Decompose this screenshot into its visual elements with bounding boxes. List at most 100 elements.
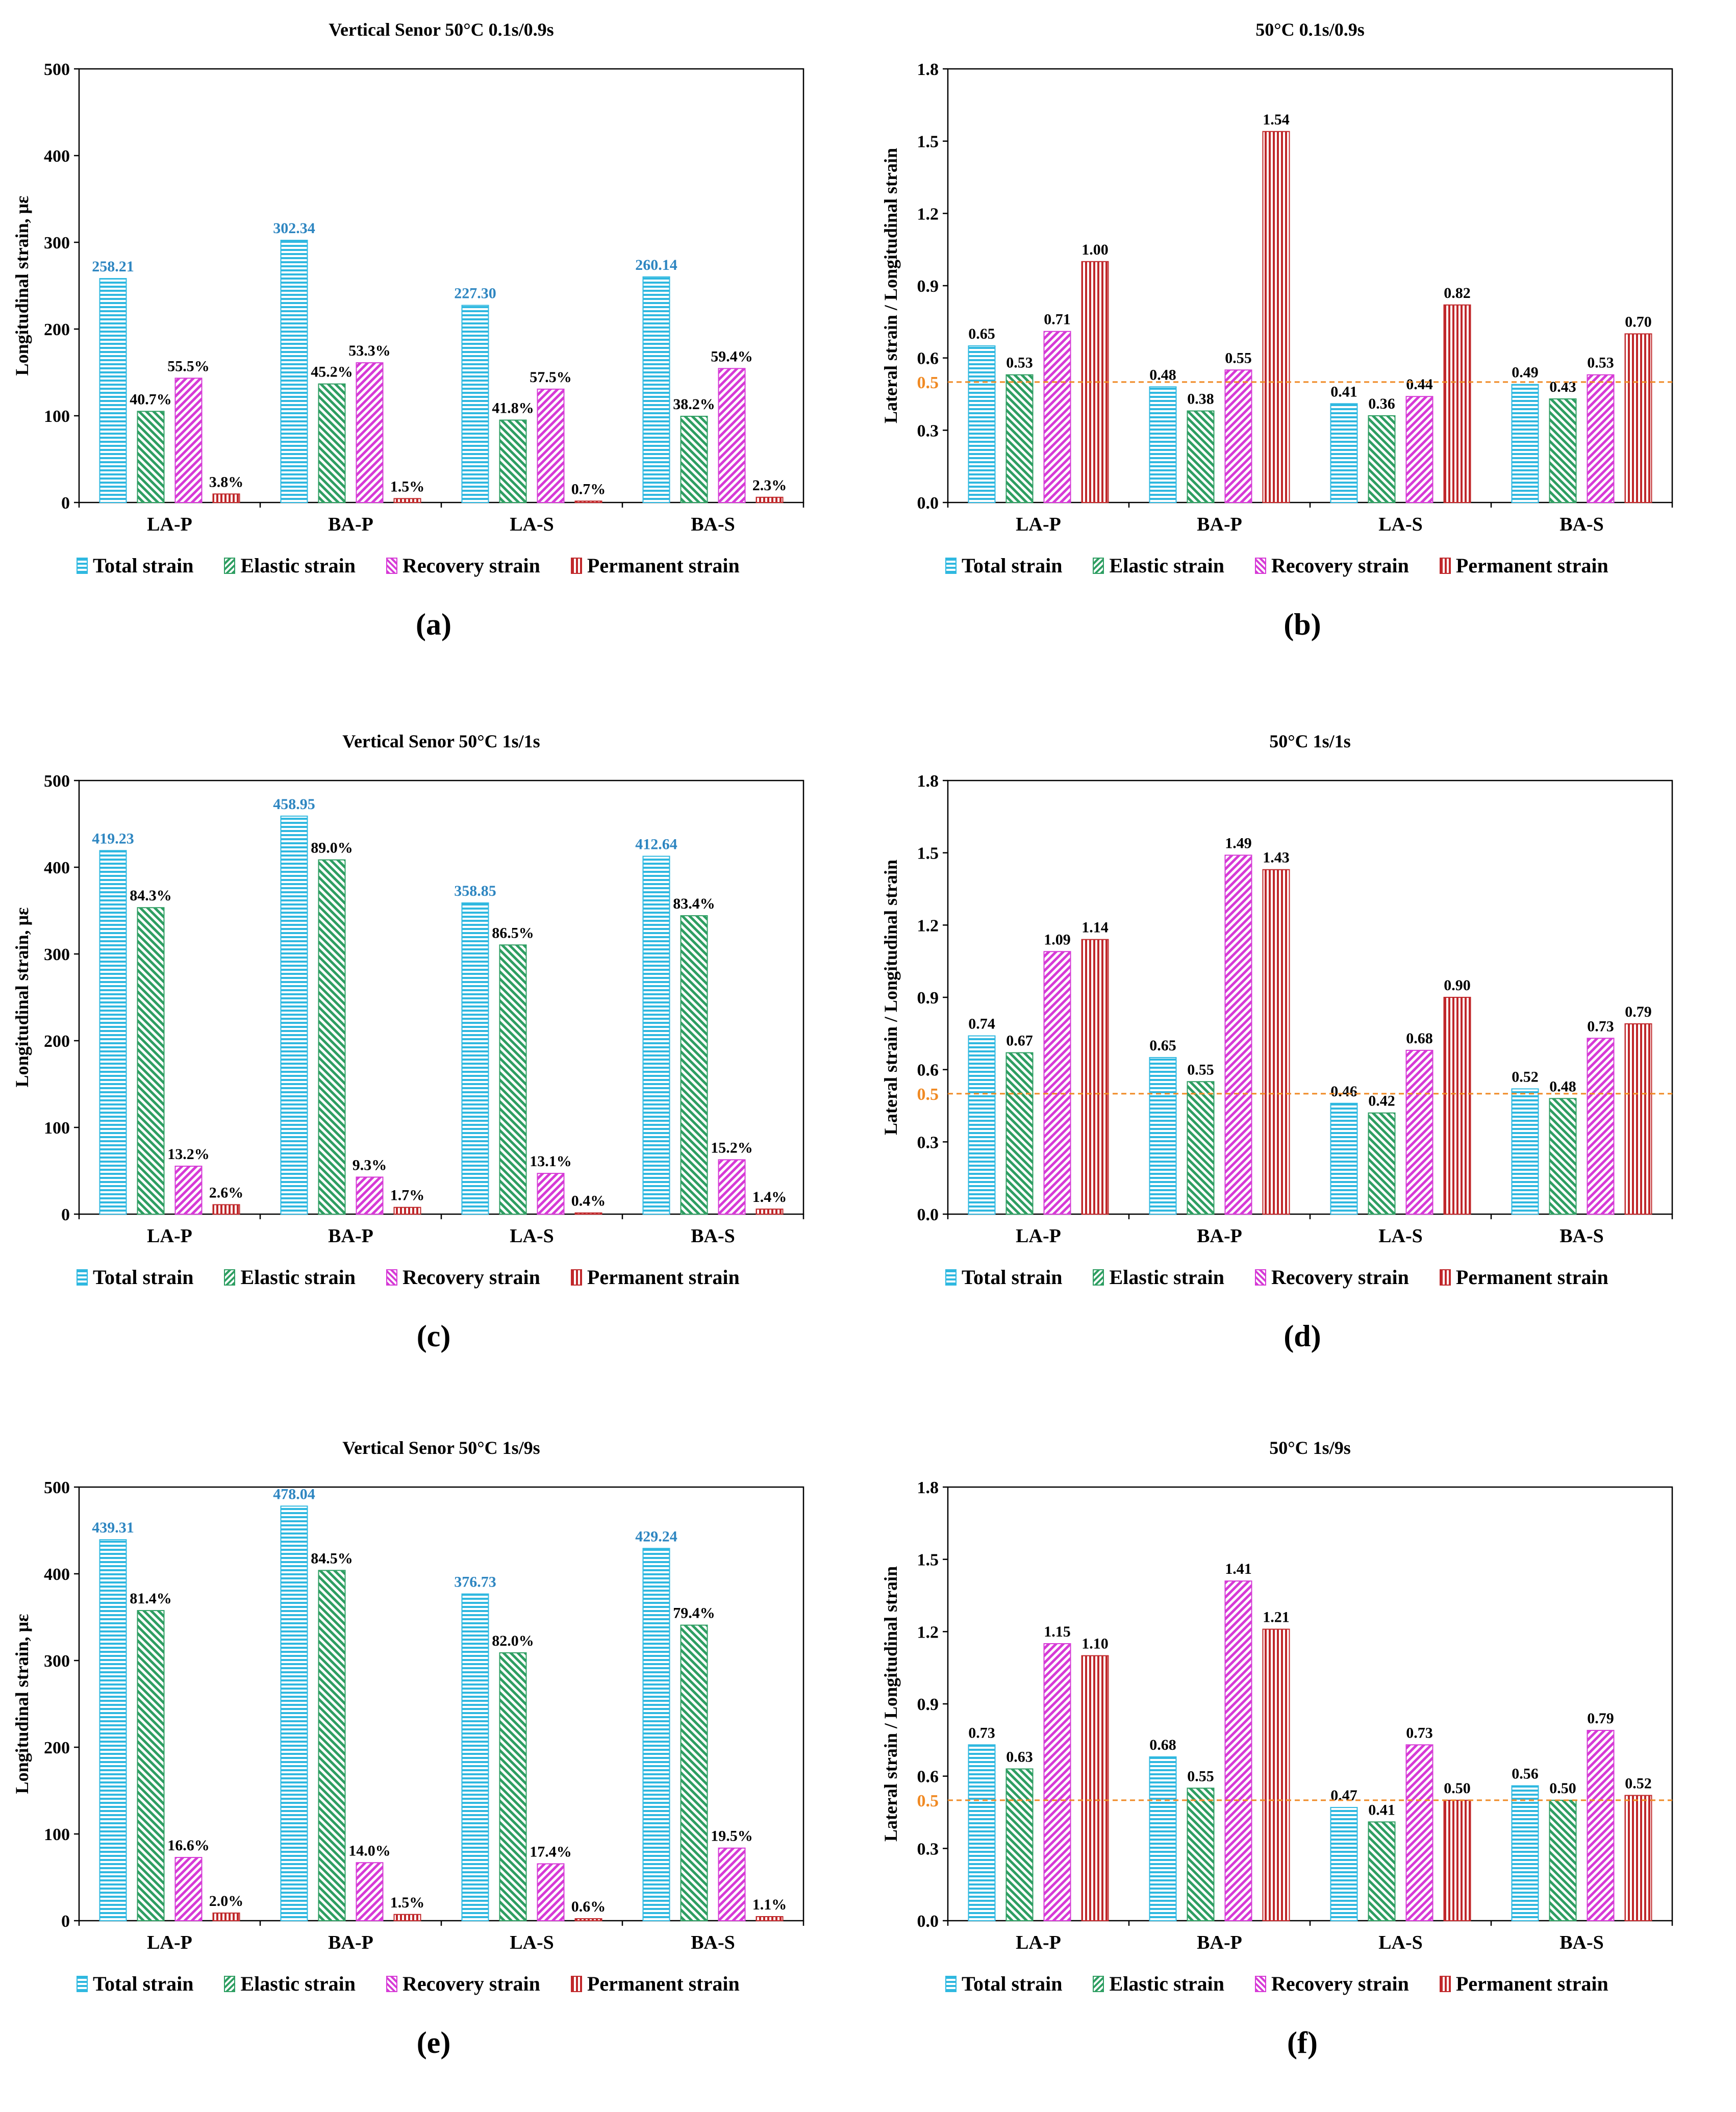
bar-elastic xyxy=(1005,374,1034,503)
bar-elastic xyxy=(1549,1098,1577,1215)
y-tick-label: 0.3 xyxy=(917,1133,939,1152)
legend-item-elastic: Elastic strain xyxy=(1093,1265,1224,1289)
data-label: 0.68 xyxy=(1406,1030,1433,1047)
chart-svg: 50°C 1s/9s 0.0 0.3 0.6 0.9 1.2 1.5 1.8 Lateral s… xyxy=(880,1438,1673,1953)
bar-recovery xyxy=(1405,1744,1433,1921)
legend-label: Elastic strain xyxy=(240,1266,356,1289)
data-label: 0.38 xyxy=(1187,391,1214,408)
chart-legend: Total strain Elastic strain Recovery strai… xyxy=(77,554,740,577)
data-label: 59.4% xyxy=(711,348,753,365)
data-label: 81.4% xyxy=(130,1590,172,1607)
y-tick-label: 300 xyxy=(44,234,70,253)
legend-swatch xyxy=(224,557,236,574)
reference-label: 0.5 xyxy=(917,1792,939,1811)
chart-panel: 50°C 1s/9s 0.0 0.3 0.6 0.9 1.2 1.5 1.8 Lateral s… xyxy=(869,1418,1736,2112)
reference-label: 0.5 xyxy=(917,1085,939,1104)
y-tick-label: 1.8 xyxy=(917,772,939,791)
x-tick-label: LA-P xyxy=(1016,514,1061,535)
legend-label: Permanent strain xyxy=(587,1266,740,1289)
data-label: 82.0% xyxy=(492,1632,534,1649)
data-label: 84.3% xyxy=(130,887,172,904)
legend-swatch xyxy=(77,1975,88,1992)
legend-item-elastic: Elastic strain xyxy=(224,1972,356,1996)
y-axis-label: Lateral strain / Longitudinal strain xyxy=(880,148,901,423)
legend-label: Permanent strain xyxy=(587,554,740,577)
x-tick-label: LA-S xyxy=(1378,514,1423,535)
chart-title: 50°C 1s/9s xyxy=(1269,1438,1350,1458)
legend-swatch xyxy=(1255,557,1266,574)
data-label: 0.41 xyxy=(1330,383,1357,400)
legend-swatch xyxy=(945,1269,957,1286)
bar-elastic xyxy=(1187,1788,1215,1921)
bar-elastic xyxy=(318,1570,346,1921)
legend-label: Recovery strain xyxy=(1271,1266,1409,1289)
data-label: 0.74 xyxy=(968,1016,995,1033)
data-label: 0.56 xyxy=(1512,1766,1539,1782)
bar-elastic xyxy=(137,411,165,504)
data-label: 0.36 xyxy=(1368,395,1395,412)
bar-elastic xyxy=(318,383,346,503)
data-label: 13.1% xyxy=(530,1153,572,1170)
data-label: 0.82 xyxy=(1444,285,1471,301)
bar-total xyxy=(280,815,308,1215)
chart-svg: Vertical Senor 50°C 0.1s/0.9s 0 100 200 300 4… xyxy=(12,19,804,535)
bar-total xyxy=(1149,1756,1177,1922)
bar-recovery xyxy=(1224,369,1252,503)
bar-elastic xyxy=(1187,410,1215,503)
data-label: 2.6% xyxy=(209,1184,244,1201)
data-label: 1.49 xyxy=(1225,835,1252,851)
data-label: 9.3% xyxy=(353,1156,387,1173)
data-label: 1.15 xyxy=(1044,1623,1071,1640)
x-tick-label: LA-S xyxy=(510,1932,554,1953)
data-label: 1.1% xyxy=(752,1896,787,1913)
y-axis-label: Longitudinal strain, με xyxy=(12,1614,32,1794)
bar-permanent xyxy=(393,1206,421,1215)
data-label: 0.67 xyxy=(1006,1033,1033,1049)
x-tick-label: BA-S xyxy=(691,1225,735,1247)
y-tick-label: 500 xyxy=(44,772,70,791)
chart-title: Vertical Senor 50°C 1s/9s xyxy=(342,1438,540,1458)
data-label: 38.2% xyxy=(673,396,715,413)
y-tick-label: 0.0 xyxy=(917,494,939,513)
y-tick-label: 200 xyxy=(44,1739,70,1757)
x-tick-label: BA-P xyxy=(1197,1225,1242,1247)
chart-legend: Total strain Elastic strain Recovery strai… xyxy=(77,1972,740,1996)
data-label: 0.49 xyxy=(1512,364,1539,381)
data-label: 0.79 xyxy=(1625,1003,1652,1020)
data-label: 429.24 xyxy=(635,1528,677,1545)
legend-label: Recovery strain xyxy=(402,1972,540,1995)
bar-elastic xyxy=(499,944,527,1215)
data-label: 0.90 xyxy=(1444,977,1471,994)
data-label: 55.5% xyxy=(167,358,210,374)
y-tick-label: 0 xyxy=(61,1912,70,1931)
y-tick-label: 0.3 xyxy=(917,1840,939,1858)
x-tick-label: BA-P xyxy=(328,514,373,535)
data-label: 419.23 xyxy=(92,830,134,847)
y-tick-label: 0.9 xyxy=(917,1695,939,1714)
chart-svg: 50°C 0.1s/0.9s 0.0 0.3 0.6 0.9 1.2 1.5 1.8 Later… xyxy=(880,19,1673,535)
data-label: 0.48 xyxy=(1149,366,1176,383)
data-label: 478.04 xyxy=(273,1486,315,1502)
bar-recovery xyxy=(1587,1038,1615,1215)
data-label: 0.79 xyxy=(1587,1710,1614,1727)
bar-permanent xyxy=(1262,131,1290,503)
data-label: 1.54 xyxy=(1263,111,1290,128)
data-label: 0.50 xyxy=(1549,1780,1576,1797)
y-tick-label: 100 xyxy=(44,1119,70,1138)
data-label: 13.2% xyxy=(167,1146,210,1163)
bar-recovery xyxy=(537,1173,565,1215)
data-label: 0.70 xyxy=(1625,313,1652,330)
legend-swatch xyxy=(570,1975,582,1992)
data-label: 89.0% xyxy=(311,840,353,857)
data-label: 0.71 xyxy=(1044,311,1071,328)
legend-label: Elastic strain xyxy=(1109,554,1224,577)
legend-swatch xyxy=(1255,1975,1266,1992)
legend-label: Permanent strain xyxy=(1455,1266,1608,1289)
bar-elastic xyxy=(1368,415,1396,503)
bar-recovery xyxy=(1043,331,1071,503)
bar-recovery xyxy=(1405,1049,1433,1215)
x-tick-label: BA-S xyxy=(1559,1225,1604,1247)
chart-legend: Total strain Elastic strain Recovery strai… xyxy=(945,554,1608,577)
data-label: 0.41 xyxy=(1368,1801,1395,1818)
data-label: 1.09 xyxy=(1044,931,1071,948)
